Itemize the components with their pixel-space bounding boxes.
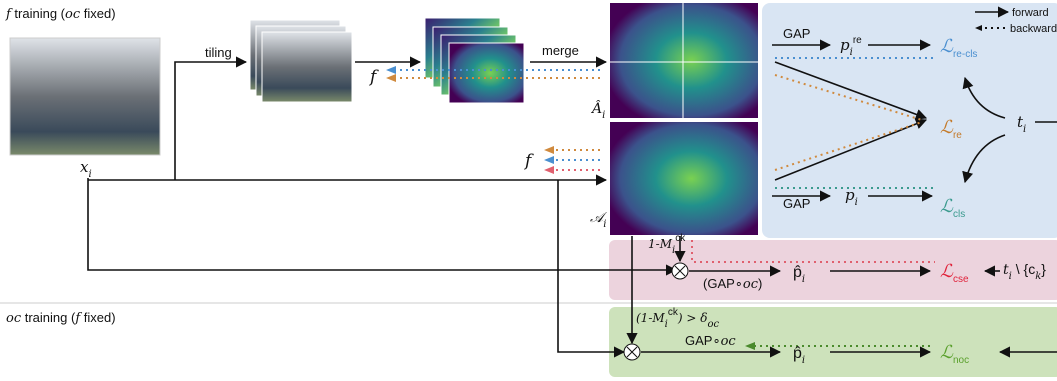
var: Âi — [590, 99, 605, 121]
label-part: training ( — [11, 6, 66, 21]
label-part: fixed) — [80, 310, 115, 325]
label-part: oc — [65, 7, 81, 22]
label-part: p — [840, 36, 850, 54]
label-part: re — [853, 35, 862, 46]
label-part: (1-M — [636, 311, 665, 325]
tile-map — [449, 43, 524, 103]
label-part: GAP — [783, 26, 810, 41]
label-part: oc — [721, 334, 737, 349]
label-part: oc — [707, 319, 719, 330]
label-part: oc — [743, 277, 759, 292]
legend-forward: forward — [1012, 7, 1049, 19]
label-part: noc — [953, 355, 969, 366]
label-part: Â — [590, 99, 602, 117]
input-image — [10, 38, 160, 155]
diagram: f training (oc fixed)oc training (f fixe… — [0, 0, 1057, 381]
section-title: f training (oc fixed) — [5, 6, 116, 22]
label-part: re — [953, 130, 962, 141]
label-part: oc — [6, 311, 22, 326]
label-part: } — [1041, 261, 1046, 277]
arrow-head — [544, 146, 554, 154]
label-part: forward — [1012, 7, 1049, 19]
label-part: GAP — [783, 196, 810, 211]
label-part: f — [523, 151, 534, 171]
label-part: tiling — [205, 45, 232, 60]
op-label: GAP — [783, 196, 810, 211]
label-part: fixed) — [80, 6, 115, 21]
label-part: i — [603, 219, 606, 230]
label-part: i — [850, 47, 853, 58]
label-part: merge — [542, 43, 579, 58]
arrow — [175, 62, 246, 180]
cam-map — [610, 122, 758, 235]
label-part: i — [1023, 124, 1026, 135]
label-part: i — [88, 169, 91, 180]
label-part: i — [802, 274, 805, 285]
label-part: ℒ — [940, 36, 954, 57]
label-part: ck — [675, 233, 686, 244]
arrow-head — [544, 166, 554, 174]
var: xi — [80, 158, 92, 180]
var: f — [368, 67, 379, 87]
op-label: merge — [542, 43, 579, 58]
label-part: p̂ — [793, 345, 802, 362]
label-part: cls — [953, 209, 965, 220]
label-part: f — [368, 67, 379, 87]
label-part: (GAP∘ — [703, 276, 743, 291]
label-part: cse — [953, 274, 969, 285]
label-part: p̂ — [793, 264, 802, 281]
op-label: tiling — [205, 45, 232, 60]
label-part: i — [602, 110, 605, 121]
label-part: \ {c — [1012, 261, 1035, 277]
label-part: ) — [758, 276, 762, 291]
label-part: backward — [1010, 23, 1057, 35]
label-part: p — [845, 186, 855, 204]
arrow-head — [386, 66, 396, 74]
arrow-head — [386, 74, 396, 82]
label-part: ℒ — [940, 117, 954, 138]
images — [10, 3, 758, 235]
op-label: (GAP∘oc) — [703, 276, 762, 292]
var: f — [523, 151, 534, 171]
section-title: oc training (f fixed) — [6, 310, 116, 326]
label-part: ℒ — [940, 342, 954, 363]
op-label: GAP∘oc — [685, 333, 736, 349]
tile — [262, 32, 352, 102]
label-part: i — [802, 355, 805, 366]
label-part: training ( — [21, 310, 76, 325]
label-part: GAP∘ — [685, 333, 721, 348]
merged-map — [610, 3, 758, 118]
label-part: i — [855, 197, 858, 208]
label-part: ℒ — [940, 196, 954, 217]
op-label: GAP — [783, 26, 810, 41]
label-part: ) > δ — [677, 311, 708, 325]
arrow — [88, 178, 676, 270]
label-part: ℒ — [940, 261, 954, 282]
arrow-head — [544, 156, 554, 164]
var: 𝒜i — [590, 210, 607, 230]
legend-backward: backward — [1010, 23, 1057, 35]
label-part: 1-M — [648, 237, 673, 251]
label-part: re-cls — [953, 49, 977, 60]
label-part: i — [665, 319, 668, 330]
label-part: i — [672, 245, 675, 256]
